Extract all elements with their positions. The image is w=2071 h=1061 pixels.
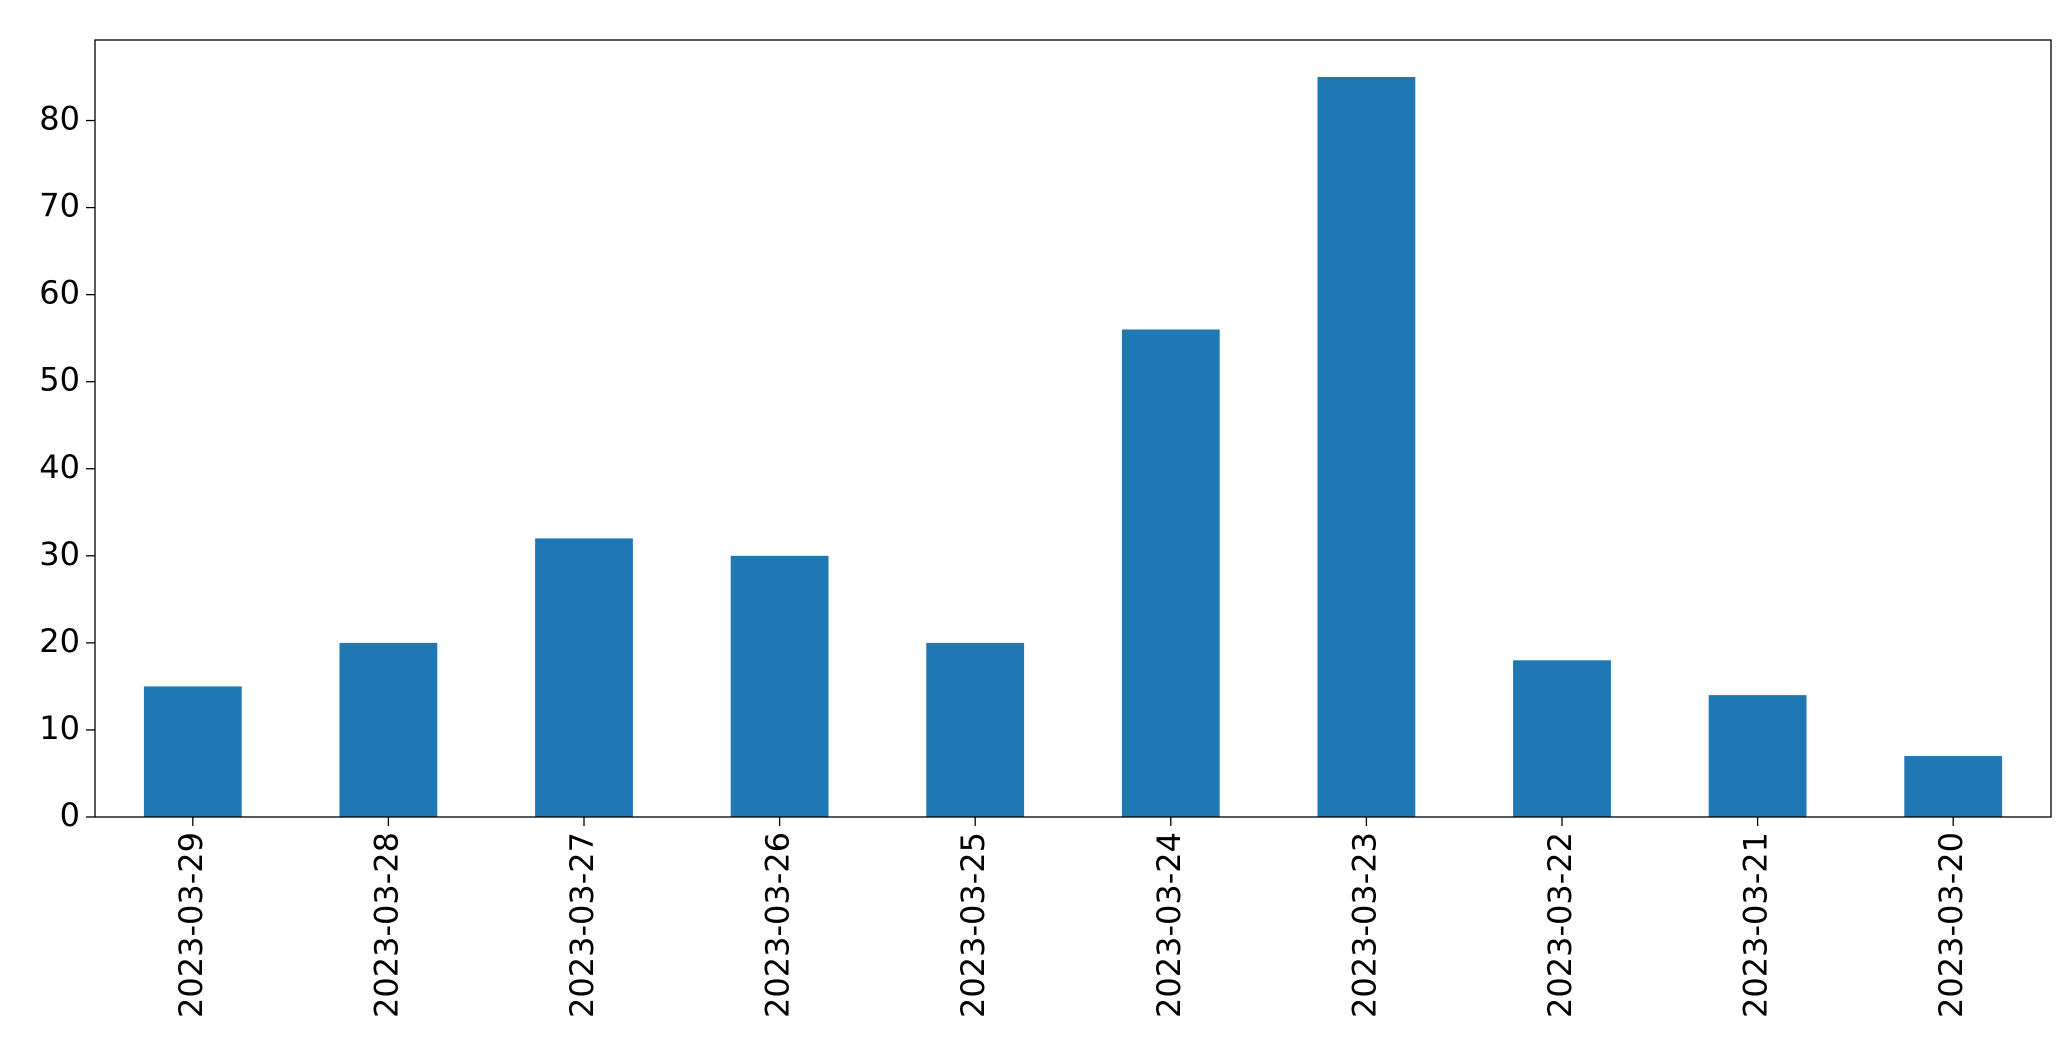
x-tick-label: 2023-03-26: [759, 832, 797, 1018]
x-tick-label: 2023-03-29: [172, 832, 210, 1018]
y-tick-label: 60: [39, 274, 80, 312]
bar: [1317, 77, 1416, 817]
y-tick-label: 70: [39, 187, 80, 225]
y-tick-label: 0: [60, 796, 80, 834]
bar: [730, 555, 829, 817]
bar: [339, 642, 438, 817]
bar: [1121, 329, 1220, 817]
y-tick-label: 80: [39, 100, 80, 138]
x-tick-label: 2023-03-23: [1345, 832, 1383, 1018]
x-tick-label: 2023-03-28: [367, 832, 405, 1018]
bar: [926, 642, 1025, 817]
y-tick-label: 30: [39, 535, 80, 573]
x-tick-label: 2023-03-20: [1932, 832, 1970, 1018]
x-tick-label: 2023-03-24: [1150, 832, 1188, 1018]
x-tick-label: 2023-03-21: [1737, 832, 1775, 1018]
plot-frame: [94, 39, 2052, 818]
bar: [1904, 756, 2003, 817]
x-tick-label: 2023-03-25: [954, 832, 992, 1018]
bar: [1513, 660, 1611, 817]
y-tick-label: 50: [39, 361, 80, 399]
bar: [1708, 695, 1807, 817]
y-tick-label: 10: [39, 709, 80, 747]
x-tick-label: 2023-03-27: [563, 832, 601, 1018]
x-tick-label: 2023-03-22: [1541, 832, 1579, 1018]
bar: [143, 686, 242, 817]
y-tick-label: 40: [39, 448, 80, 486]
y-tick-label: 20: [39, 622, 80, 660]
bar: [535, 538, 633, 817]
